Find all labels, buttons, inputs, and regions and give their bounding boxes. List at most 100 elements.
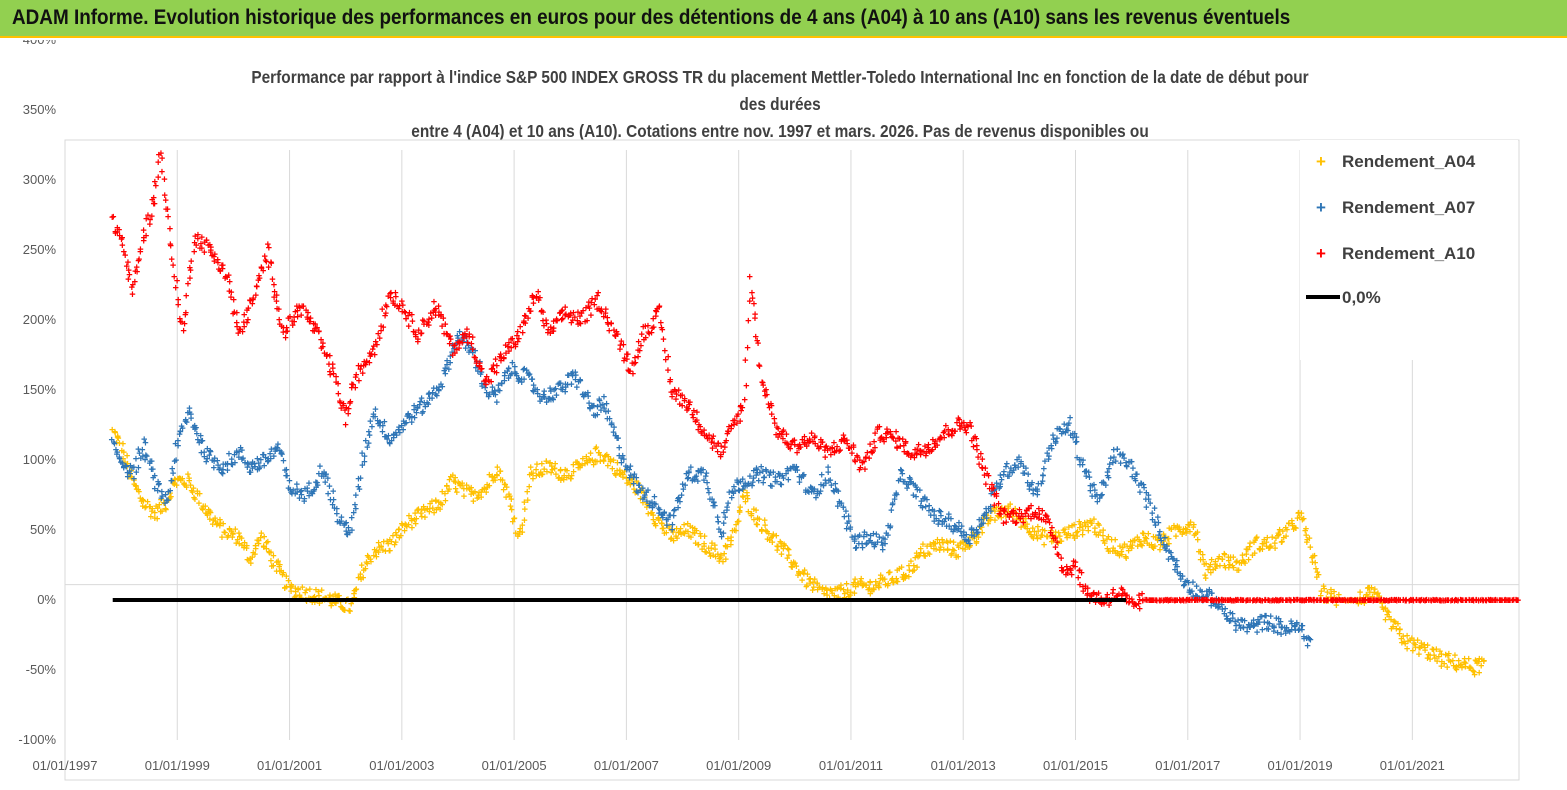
data-point: + [773, 530, 779, 542]
data-point: + [560, 474, 566, 486]
data-point: + [832, 584, 838, 596]
data-point: + [681, 520, 687, 532]
data-point: + [592, 444, 598, 456]
data-point: + [876, 578, 882, 590]
data-point: + [255, 536, 261, 548]
data-point: + [521, 497, 527, 509]
data-point: + [631, 478, 637, 490]
data-point: + [762, 515, 768, 527]
data-point: + [1005, 501, 1011, 513]
data-point: + [279, 569, 285, 581]
data-point: + [768, 532, 774, 544]
data-point: + [967, 532, 973, 544]
data-point: + [731, 525, 737, 537]
data-point: + [621, 466, 627, 478]
data-point: + [210, 515, 216, 527]
data-point: + [637, 494, 643, 506]
data-point: + [619, 468, 625, 480]
data-point: + [855, 578, 861, 590]
data-point: + [1067, 531, 1073, 543]
data-point: + [282, 582, 288, 594]
data-point: + [420, 502, 426, 514]
data-point: + [1129, 540, 1135, 552]
data-point: + [949, 549, 955, 561]
data-point: + [789, 562, 795, 574]
data-point: + [263, 537, 269, 549]
data-point: + [133, 484, 139, 496]
data-point: + [129, 472, 135, 484]
data-point: + [925, 548, 931, 560]
data-point: + [183, 291, 189, 303]
data-point: + [1114, 548, 1120, 560]
data-point: + [660, 523, 666, 535]
data-point: + [212, 516, 218, 528]
data-point: + [539, 459, 545, 471]
data-point: + [887, 521, 893, 533]
data-point: + [799, 575, 805, 587]
data-point: + [1105, 531, 1111, 543]
data-point: + [1012, 503, 1018, 515]
data-point: + [230, 529, 236, 541]
data-point: + [1018, 522, 1024, 534]
data-point: + [556, 472, 562, 484]
data-point: + [867, 589, 873, 601]
data-point: + [953, 552, 959, 564]
data-point: + [330, 591, 336, 603]
data-point: + [948, 550, 954, 562]
data-point: + [530, 474, 536, 486]
data-point: + [393, 527, 399, 539]
data-point: + [675, 527, 681, 539]
data-point: + [568, 473, 574, 485]
data-point: + [656, 515, 662, 527]
data-point: + [843, 579, 849, 591]
data-point: + [1091, 514, 1097, 526]
data-point: + [167, 488, 173, 500]
data-point: + [931, 543, 937, 555]
data-point: + [1055, 538, 1061, 550]
data-point: + [226, 524, 232, 536]
data-point: + [356, 484, 362, 496]
data-point: + [472, 487, 478, 499]
data-point: + [876, 582, 882, 594]
data-point: + [712, 540, 718, 552]
data-point: + [1084, 517, 1090, 529]
data-point: + [973, 537, 979, 549]
data-point: + [283, 571, 289, 583]
data-point: + [409, 516, 415, 528]
legend-label-zero: 0,0% [1342, 288, 1381, 307]
data-point: + [136, 486, 142, 498]
data-point: + [1074, 527, 1080, 539]
data-point: + [444, 481, 450, 493]
data-point: + [282, 583, 288, 595]
data-point: + [785, 475, 791, 487]
data-point: + [1077, 519, 1083, 531]
data-point: + [620, 472, 626, 484]
data-point: + [469, 486, 475, 498]
data-point: + [499, 475, 505, 487]
data-point: + [695, 540, 701, 552]
data-point: + [241, 537, 247, 549]
data-point: + [207, 506, 213, 518]
data-point: + [1060, 525, 1066, 537]
data-point: + [786, 550, 792, 562]
data-point: + [316, 598, 322, 610]
data-point: + [685, 526, 691, 538]
data-point: + [951, 546, 957, 558]
data-point: + [593, 442, 599, 454]
data-point: + [756, 514, 762, 526]
data-point: + [964, 540, 970, 552]
data-point: + [143, 501, 149, 513]
data-point: + [365, 552, 371, 564]
data-point: + [790, 557, 796, 569]
data-point: + [178, 475, 184, 487]
data-point: + [993, 502, 999, 514]
data-point: + [452, 473, 458, 485]
data-point: + [399, 520, 405, 532]
banner-title: ADAM Informe. Evolution historique des p… [12, 6, 1290, 30]
data-point: + [248, 558, 254, 570]
data-point: + [536, 470, 542, 482]
data-point: + [610, 455, 616, 467]
data-point: + [444, 481, 450, 493]
data-point: + [192, 494, 198, 506]
data-point: + [172, 475, 178, 487]
